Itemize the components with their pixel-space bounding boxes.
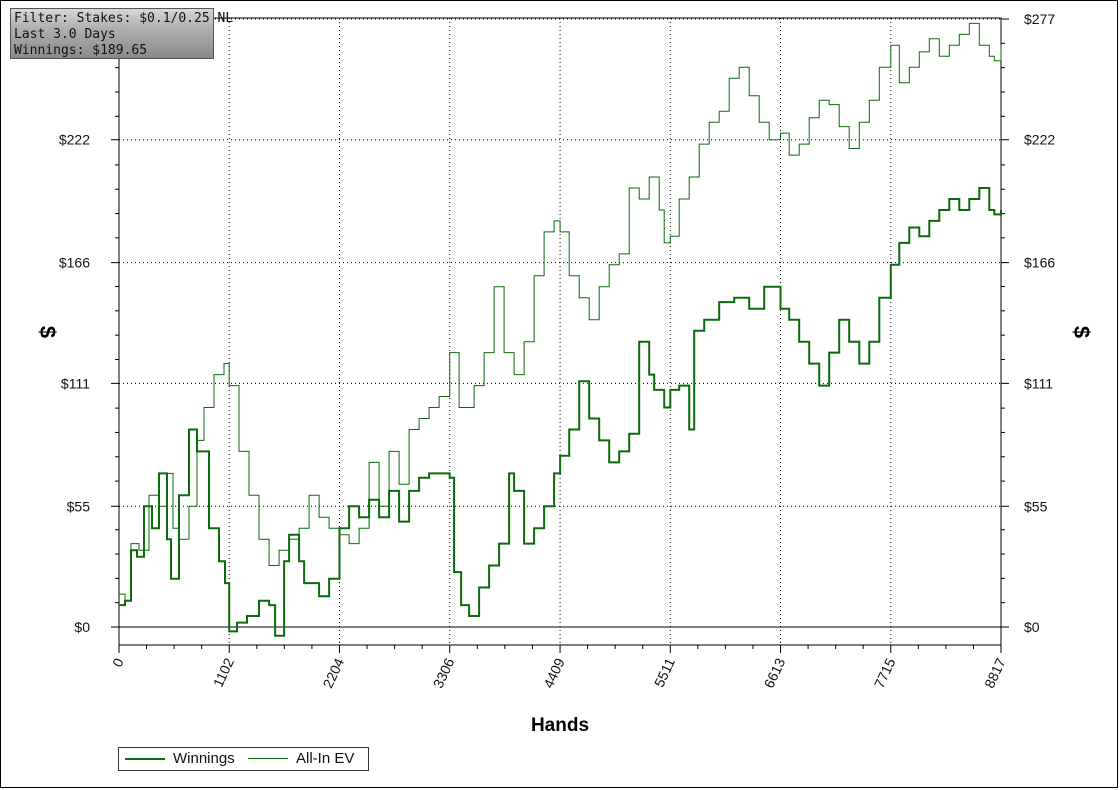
y-tick-label-right: $277 — [1024, 11, 1055, 27]
x-tick-label: 1102 — [210, 655, 237, 689]
filter-days-text: Last 3.0 Days — [14, 27, 116, 42]
y-tick-label-left: $55 — [67, 498, 91, 514]
y-tick-label-left: $166 — [59, 255, 90, 271]
filter-info-box: Filter: Stakes: $0.1/0.25 NL Last 3.0 Da… — [10, 8, 234, 59]
x-tick-label: 3306 — [430, 655, 458, 690]
series-lines — [119, 22, 1002, 637]
y-tick-label-right: $55 — [1024, 498, 1048, 514]
series-line-winnings — [119, 187, 1002, 637]
y-tick-label-right: $166 — [1024, 255, 1055, 271]
x-tick-label: 7715 — [871, 655, 899, 690]
legend-label-winnings: Winnings — [173, 750, 235, 767]
x-tick-label: 6613 — [761, 655, 789, 690]
legend-label-allin-ev: All-In EV — [296, 750, 355, 767]
series-line-allin-ev — [119, 22, 1002, 602]
y-tick-label-left: $222 — [59, 132, 90, 148]
grid-lines — [119, 18, 1001, 645]
y-tick-label-right: $222 — [1024, 132, 1055, 148]
y-tick-label-left: $111 — [61, 375, 90, 391]
legend-item-allin-ev: All-In EV — [248, 750, 354, 767]
legend-swatch-allin-ev — [248, 758, 288, 759]
axes — [111, 17, 1009, 653]
y-tick-label-right: $111 — [1024, 375, 1053, 391]
x-tick-label: 2204 — [320, 655, 348, 690]
legend-swatch-winnings — [125, 757, 165, 760]
x-axis-title: Hands — [531, 715, 589, 736]
filter-stakes-text: Filter: Stakes: $0.1/0.25 NL — [14, 11, 234, 26]
chart-legend: Winnings All-In EV — [118, 747, 369, 771]
tick-labels: $0$0$55$55$111$111$166$166$222$222$277$2… — [59, 11, 1056, 691]
x-tick-label: 5511 — [651, 655, 678, 689]
x-tick-label: 0 — [109, 655, 127, 669]
winnings-total-text: Winnings: $189.65 — [14, 43, 148, 58]
x-tick-label: 4409 — [540, 655, 568, 690]
legend-item-winnings: Winnings — [125, 750, 235, 767]
y-tick-label-left: $0 — [74, 619, 90, 635]
y-axis-title-left: $ — [35, 326, 60, 338]
x-tick-label: 8817 — [981, 655, 1009, 690]
y-tick-label-right: $0 — [1024, 619, 1040, 635]
y-axis-title-right: $ — [1069, 326, 1094, 338]
